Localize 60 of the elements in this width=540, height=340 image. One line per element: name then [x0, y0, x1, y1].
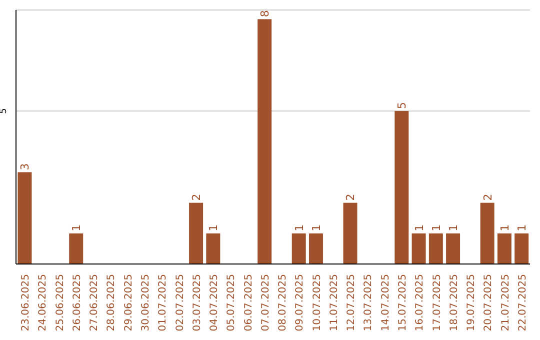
x-tick-label: 11.07.2025	[328, 274, 340, 332]
data-label: 1	[412, 224, 426, 232]
x-tick-label: 08.07.2025	[278, 274, 289, 332]
bar	[514, 233, 529, 264]
data-label: 8	[258, 10, 272, 18]
x-tick-label: 01.07.2025	[158, 274, 169, 332]
bar	[189, 202, 204, 264]
data-label: 1	[310, 224, 323, 232]
x-tick-label: 07.07.2025	[260, 274, 272, 332]
x-tick-label: 30.06.2025	[140, 274, 152, 332]
x-tick-label: 19.07.2025	[466, 274, 478, 332]
data-label: 1	[516, 224, 529, 232]
x-tick-label: 23.06.2025	[20, 274, 32, 332]
x-tick-label: 24.06.2025	[38, 274, 49, 332]
x-tick-label: 27.06.2025	[89, 274, 100, 332]
data-label: 3	[18, 163, 32, 170]
x-tick-label: 26.06.2025	[72, 274, 83, 332]
bar	[428, 233, 443, 264]
x-tick-label: 17.07.2025	[432, 274, 443, 332]
x-tick-label: 05.07.2025	[226, 274, 238, 332]
x-tick-label: 15.07.2025	[398, 274, 408, 332]
bar	[480, 202, 494, 264]
x-tick-label: 25.06.2025	[54, 274, 66, 332]
x-tick-label: 22.07.2025	[517, 274, 528, 332]
data-label: 1	[447, 224, 460, 232]
x-tick-label: 13.07.2025	[363, 274, 374, 332]
bar	[69, 233, 84, 264]
bar	[308, 233, 323, 264]
x-tick-label: 03.07.2025	[192, 274, 203, 332]
x-tick-label: 29.06.2025	[123, 274, 134, 332]
data-label: 2	[344, 194, 358, 201]
x-tick-label: 28.06.2025	[106, 274, 118, 332]
x-tick-label: 14.07.2025	[380, 274, 392, 332]
data-label: 1	[292, 224, 306, 232]
x-tick-label: 04.07.2025	[209, 274, 220, 332]
data-label: 2	[190, 194, 204, 201]
data-label: 1	[430, 224, 443, 232]
bar	[394, 110, 409, 264]
bar	[497, 233, 512, 264]
bar	[18, 172, 32, 264]
data-label: 2	[481, 194, 494, 201]
data-label: 1	[207, 224, 220, 232]
bar	[258, 19, 272, 264]
x-tick-label: 02.07.2025	[174, 274, 186, 332]
x-tick-label: 09.07.2025	[294, 274, 306, 332]
data-label: 5	[396, 102, 409, 109]
x-tick-label: 20.07.2025	[483, 274, 494, 332]
data-label: 1	[498, 224, 512, 232]
x-tick-label: 16.07.2025	[414, 274, 426, 332]
x-tick-label: 10.07.2025	[312, 274, 323, 332]
x-tick-label: 21.07.2025	[500, 274, 512, 332]
bar	[446, 233, 460, 264]
x-tick-label: 06.07.2025	[243, 274, 254, 332]
x-tick-label: 18.07.2025	[448, 274, 460, 332]
data-label: 1	[70, 224, 84, 232]
x-tick-label: 12.07.2025	[346, 274, 358, 332]
bar	[412, 233, 426, 264]
bar	[206, 233, 220, 264]
bar	[343, 202, 358, 264]
bar	[292, 233, 306, 264]
